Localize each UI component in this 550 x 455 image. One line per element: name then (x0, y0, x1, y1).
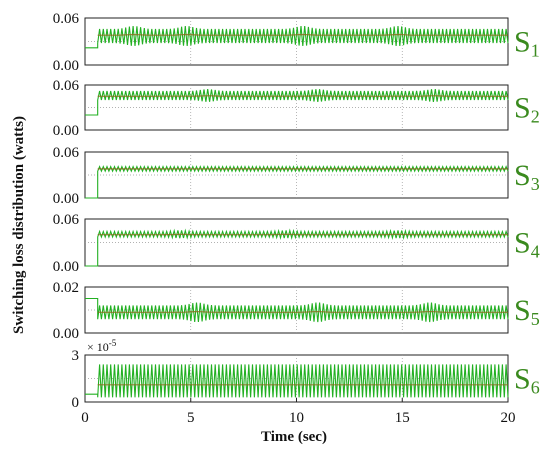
x-tick-label: 10 (289, 410, 304, 426)
panel-label-subscript: 1 (531, 41, 540, 61)
panel-s2: 0.00 0.06 S2 (53, 78, 540, 139)
y-tick-label: 0.06 (53, 145, 80, 161)
y-tick-label: 0.06 (53, 11, 80, 27)
series-line-s5 (85, 297, 509, 323)
x-tick-label: 0 (81, 410, 89, 426)
panel-label: S3 (514, 159, 540, 194)
series-line-s3 (85, 165, 509, 199)
panel-label-subscript: 2 (531, 107, 540, 127)
mean-line-s1 (97, 33, 508, 36)
panels-layer: 0.00 0.06 S1 0.00 0.06 S2 0.00 0.06 S3 0.00 0.06 S4… (53, 11, 540, 411)
y-tick-label: 0.00 (53, 326, 79, 342)
panel-label-subscript: 4 (531, 242, 540, 262)
y-tick-label: 3 (72, 348, 80, 364)
x-tick-label: 15 (395, 410, 410, 426)
panel-s4: 0.00 0.06 S4 (53, 212, 540, 275)
panel-s5: 0.00 0.02 S5 (53, 280, 540, 342)
y-tick-label: 0.00 (53, 123, 79, 139)
panel-label: S2 (514, 92, 540, 127)
plot-frame (84, 151, 509, 199)
panel-label-subscript: 6 (531, 378, 540, 398)
panel-label-subscript: 5 (531, 309, 540, 329)
y-tick-label: 0 (72, 395, 80, 411)
panel-s3: 0.00 0.06 S3 (53, 145, 540, 207)
x-tick-label: 5 (187, 410, 195, 426)
series-line-s2 (85, 89, 509, 116)
panel-label: S4 (514, 227, 540, 262)
mean-line-s2 (97, 95, 508, 97)
mean-line-s5 (97, 310, 508, 313)
y-tick-label: 0.06 (53, 78, 80, 94)
axis-exponent-power: -5 (109, 338, 117, 348)
panel-s1: 0.00 0.06 S1 (53, 11, 540, 74)
series-line-s6 (85, 364, 509, 398)
panel-label: S1 (514, 26, 540, 61)
panel-label: S6 (514, 363, 540, 398)
y-axis-title: Switching loss distribution (watts) (11, 116, 27, 334)
series-line-s1 (85, 25, 509, 49)
x-tick-label: 20 (501, 410, 516, 426)
panel-label: S5 (514, 294, 540, 329)
y-tick-label: 0.02 (53, 280, 79, 296)
y-tick-label: 0.00 (53, 58, 79, 74)
series-line-s4 (85, 228, 509, 267)
y-tick-label: 0.00 (53, 191, 79, 207)
axis-exponent: × 10-5 (87, 338, 117, 354)
panel-s6: 0 3 × 10-5 S6 (72, 338, 540, 411)
y-tick-label: 0.00 (53, 259, 79, 275)
panel-label-subscript: 3 (531, 174, 540, 194)
x-axis: 0 5 10 15 20 (81, 398, 516, 426)
x-axis-title: Time (sec) (261, 429, 327, 445)
y-tick-label: 0.06 (53, 212, 80, 228)
